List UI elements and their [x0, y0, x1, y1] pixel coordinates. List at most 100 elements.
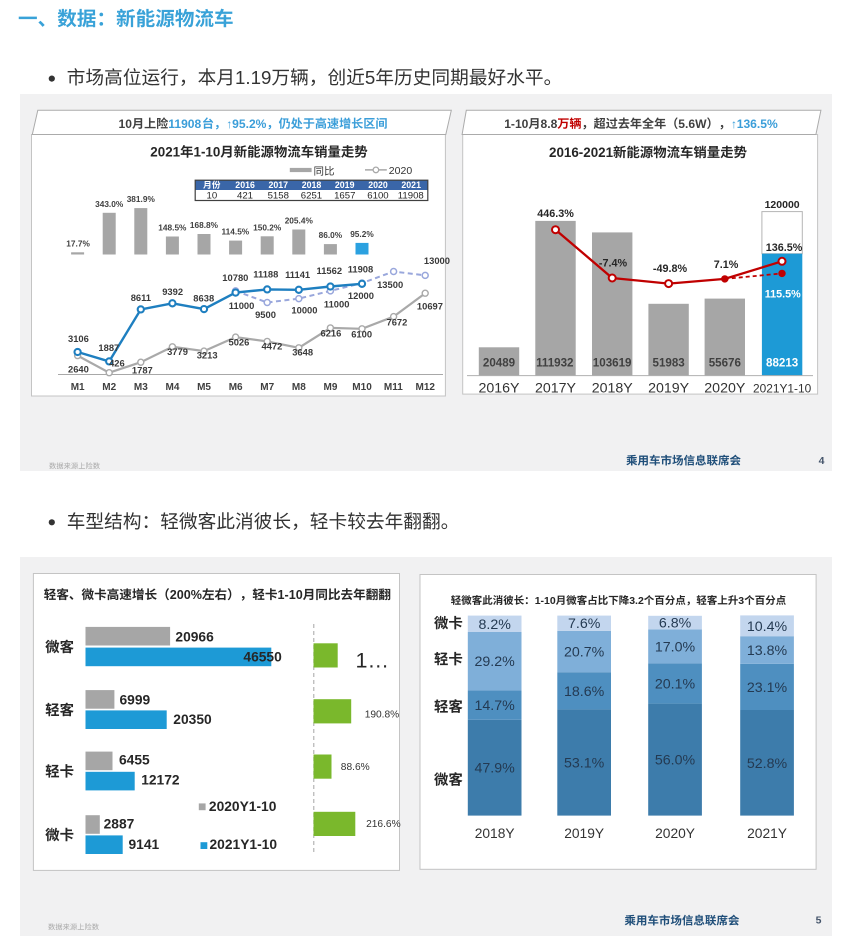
- svg-text:1657: 1657: [334, 191, 355, 202]
- svg-text:2021Y: 2021Y: [747, 826, 787, 841]
- svg-text:6455: 6455: [119, 752, 150, 767]
- svg-text:4472: 4472: [262, 341, 283, 352]
- svg-text:2018Y: 2018Y: [475, 826, 515, 841]
- svg-text:56.0%: 56.0%: [655, 753, 696, 769]
- svg-text:M5: M5: [197, 382, 211, 393]
- svg-text:13500: 13500: [377, 279, 403, 290]
- svg-text:3213: 3213: [197, 350, 218, 361]
- svg-text:10780: 10780: [222, 272, 248, 283]
- svg-text:8.2%: 8.2%: [479, 617, 512, 633]
- svg-text:5: 5: [365, 67, 375, 88]
- svg-text:120000: 120000: [765, 199, 800, 211]
- svg-text:11188: 11188: [253, 269, 278, 280]
- svg-text:95.2%: 95.2%: [350, 229, 374, 239]
- svg-text:1-10: 1-10: [194, 145, 221, 160]
- svg-text:M7: M7: [260, 382, 274, 393]
- svg-text:20.7%: 20.7%: [564, 645, 605, 661]
- svg-text:205.4%: 205.4%: [285, 216, 314, 226]
- svg-text:6216: 6216: [321, 327, 342, 338]
- svg-text:2017: 2017: [269, 180, 289, 190]
- svg-text:20966: 20966: [175, 630, 214, 645]
- svg-text:114.5%: 114.5%: [222, 227, 250, 237]
- svg-text:10.4%: 10.4%: [747, 619, 788, 635]
- svg-text:4: 4: [819, 455, 825, 467]
- svg-text:2020: 2020: [368, 180, 388, 190]
- svg-text:20.1%: 20.1%: [655, 677, 696, 693]
- svg-text:6251: 6251: [301, 191, 322, 202]
- svg-text:2021Y1-10: 2021Y1-10: [210, 837, 278, 852]
- svg-text:5026: 5026: [229, 336, 250, 347]
- svg-text:47.9%: 47.9%: [475, 761, 516, 777]
- svg-text:6.8%: 6.8%: [659, 616, 692, 632]
- svg-text:M8: M8: [292, 382, 306, 393]
- svg-text:148.5%: 148.5%: [158, 223, 187, 233]
- svg-text:11908: 11908: [398, 191, 424, 202]
- svg-text:10: 10: [207, 191, 218, 202]
- svg-text:1…: 1…: [356, 649, 389, 673]
- svg-text:13000: 13000: [424, 255, 450, 266]
- svg-text:136.5%: 136.5%: [766, 242, 803, 254]
- svg-text:2021: 2021: [401, 180, 421, 190]
- svg-text:55676: 55676: [709, 357, 742, 370]
- svg-text:2021Y1-10: 2021Y1-10: [753, 381, 812, 395]
- svg-text:52.8%: 52.8%: [747, 756, 788, 772]
- svg-text:2021: 2021: [150, 145, 180, 160]
- svg-text:2018: 2018: [302, 180, 322, 190]
- svg-text:2017Y: 2017Y: [535, 380, 577, 396]
- svg-text:17.0%: 17.0%: [655, 639, 696, 655]
- svg-text:M10: M10: [352, 382, 372, 393]
- svg-text:1887: 1887: [98, 342, 119, 353]
- svg-text:6999: 6999: [120, 693, 151, 708]
- svg-text:20350: 20350: [173, 712, 212, 727]
- svg-text:↑95.2%: ↑95.2%: [226, 117, 267, 131]
- svg-text:150.2%: 150.2%: [253, 222, 282, 232]
- svg-text:2887: 2887: [104, 817, 135, 832]
- svg-text:2016Y: 2016Y: [479, 380, 521, 396]
- svg-text:421: 421: [237, 191, 253, 202]
- svg-text:9141: 9141: [129, 837, 160, 852]
- svg-text:10000: 10000: [291, 305, 317, 316]
- svg-text:↑136.5%: ↑136.5%: [731, 117, 778, 131]
- svg-text:M2: M2: [102, 382, 116, 393]
- svg-text:1-10: 1-10: [504, 117, 528, 131]
- svg-text:11908: 11908: [168, 117, 201, 131]
- svg-text:2018Y: 2018Y: [592, 380, 634, 396]
- svg-text:2640: 2640: [68, 364, 89, 375]
- svg-text:86.0%: 86.0%: [319, 230, 343, 240]
- svg-text:1787: 1787: [132, 365, 153, 376]
- svg-text:11141: 11141: [285, 269, 310, 280]
- svg-text:115.5%: 115.5%: [765, 289, 801, 301]
- svg-text:10697: 10697: [417, 301, 443, 312]
- svg-text:1.19: 1.19: [235, 67, 271, 88]
- svg-text:12000: 12000: [348, 290, 374, 301]
- svg-text:200%: 200%: [170, 588, 202, 602]
- svg-text:46550: 46550: [243, 650, 282, 665]
- svg-text:7672: 7672: [387, 317, 408, 328]
- svg-text:88.6%: 88.6%: [341, 762, 370, 773]
- svg-text:M3: M3: [134, 382, 148, 393]
- svg-text:3648: 3648: [292, 346, 313, 357]
- svg-text:M6: M6: [229, 382, 243, 393]
- svg-text:216.6%: 216.6%: [366, 819, 401, 830]
- svg-text:103619: 103619: [593, 357, 632, 370]
- svg-text:2020: 2020: [389, 165, 413, 177]
- svg-text:6100: 6100: [367, 191, 388, 202]
- svg-text:7.6%: 7.6%: [568, 616, 601, 632]
- svg-text:2016: 2016: [235, 180, 255, 190]
- svg-text:10: 10: [119, 117, 133, 131]
- svg-text:12172: 12172: [141, 773, 180, 788]
- svg-text:2019: 2019: [335, 180, 355, 190]
- svg-text:1-10: 1-10: [535, 595, 556, 607]
- svg-text:446.3%: 446.3%: [537, 208, 574, 220]
- svg-text:M11: M11: [384, 382, 403, 393]
- svg-text:8611: 8611: [131, 292, 151, 303]
- svg-text:8.8: 8.8: [541, 117, 558, 131]
- svg-text:2020Y: 2020Y: [704, 380, 746, 396]
- svg-text:11000: 11000: [324, 299, 350, 310]
- svg-text:-7.4%: -7.4%: [599, 257, 628, 269]
- svg-text:20489: 20489: [483, 357, 516, 370]
- svg-text:1-10: 1-10: [278, 588, 303, 602]
- svg-text:11000: 11000: [229, 300, 255, 311]
- svg-text:29.2%: 29.2%: [475, 654, 516, 670]
- svg-text:3.2: 3.2: [629, 595, 644, 607]
